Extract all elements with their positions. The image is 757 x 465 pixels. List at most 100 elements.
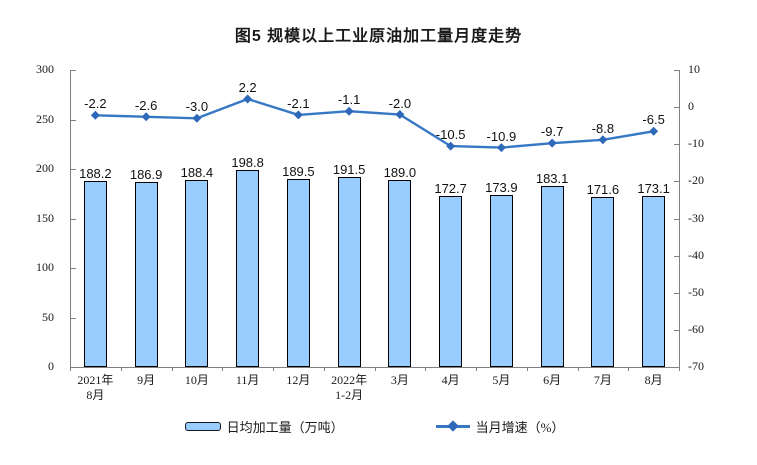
y-axis-left-label: 50 [42,309,54,324]
x-axis-label: 12月 [286,373,311,387]
line-swatch-icon [435,420,470,432]
bar-value-label: 188.4 [180,165,214,181]
y-axis-right-tick [674,181,680,183]
x-axis-tick [222,367,224,371]
bar-value-label: 173.1 [637,180,670,196]
y-axis-left-label: 200 [36,161,54,175]
line-point-label: -2.2 [84,96,107,112]
legend-bar-label: 日均加工量（万吨） [226,419,344,435]
bar-value-label: 188.2 [79,165,112,181]
x-axis-label: 9月 [137,373,156,387]
trend-line [95,97,654,149]
y-axis-right-label: -30 [688,210,704,225]
line-point-label: -1.1 [337,92,361,108]
x-axis-label: 5月 [492,373,511,387]
y-axis-right-label: -50 [688,284,704,299]
x-axis-tick [577,367,579,371]
y-axis-left-tick [70,317,76,319]
y-axis-right-tick [674,70,680,71]
bar-value-label: 171.6 [586,182,620,198]
y-axis-right-label: 10 [688,62,700,76]
x-axis-label: 4月 [441,373,460,387]
x-axis-label: 11月 [235,373,260,387]
diamond-marker-icon [293,110,303,120]
y-axis-left-tick [70,367,76,368]
diamond-marker-icon [344,106,354,116]
y-axis-right-tick [674,218,680,220]
line-point-label: 2.2 [238,79,257,95]
diamond-marker-icon [649,126,659,136]
bar [489,194,513,367]
y-axis-right-label: -40 [688,247,704,262]
x-axis-tick [374,367,376,371]
bar-value-label: 189.0 [383,164,417,180]
y-axis-left-tick [70,268,76,269]
bar-value-label: 183.1 [535,170,569,186]
bar [591,197,615,367]
x-axis-tick [70,367,71,371]
legend-line-label: 当月增速（%） [475,419,565,435]
line-point-label: -9.7 [540,124,564,140]
x-axis-tick [323,367,325,371]
bar [439,196,463,367]
line-point-label: -2.0 [388,95,412,111]
y-axis-right-tick [674,255,680,257]
bar-value-label: 173.9 [485,179,518,195]
y-axis-right-tick [674,107,680,109]
bar [286,179,310,367]
y-axis-left-tick [70,169,76,170]
y-axis-left-label: 0 [48,359,54,373]
bar [540,185,564,367]
diamond-marker-icon [446,420,459,432]
x-axis-label: 8月 [644,373,663,387]
diamond-marker-icon [90,110,100,120]
y-axis-left-label: 250 [36,111,54,126]
x-axis-tick [476,367,477,371]
bar [337,177,361,367]
x-axis-tick [273,367,274,371]
y-axis-right-label: -10 [688,136,704,151]
line-point-label: -3.0 [185,99,209,115]
x-axis-tick [425,367,427,371]
x-axis-label: 7月 [593,373,612,387]
bar-value-label: 186.9 [129,166,163,182]
bar-value-label: 191.5 [332,162,366,178]
line-point-label: -2.6 [134,97,158,113]
bar [185,180,209,367]
y-axis-left-tick [70,119,76,121]
x-axis-label: 2022年 1-2月 [331,373,368,402]
y-axis-right-tick [674,367,680,368]
diamond-marker-icon [598,135,608,145]
diamond-marker-icon [446,141,456,151]
diamond-marker-icon [547,138,557,148]
bar [134,181,158,367]
y-axis-left-label: 100 [36,260,54,274]
line-point-label: -10.9 [486,128,517,144]
y-axis-right-tick [674,292,680,294]
y-axis-left-tick [70,218,76,220]
y-axis-left-tick [70,70,76,71]
bar [83,180,107,367]
bar-value-label: 198.8 [231,155,264,171]
y-axis-left-label: 300 [36,62,54,76]
bar [236,170,260,367]
x-axis-tick [171,367,173,371]
x-axis-label: 3月 [390,373,409,387]
y-axis-right-label: -70 [688,359,704,373]
line-point-label: -10.5 [435,127,466,143]
bar-swatch-icon [184,421,221,431]
x-axis-label: 10月 [184,373,209,387]
x-axis-tick [679,367,680,371]
legend: 日均加工量（万吨） 当月增速（%） [70,414,679,438]
diamond-marker-icon [192,113,202,123]
bar [642,195,666,367]
y-axis-right-tick [674,144,680,146]
line-point-label: -8.8 [591,120,615,136]
legend-item-line: 当月增速（%） [435,417,565,436]
diamond-marker-icon [395,110,405,120]
diamond-marker-icon [496,143,506,153]
x-axis-tick [526,367,528,371]
line-point-label: -2.1 [287,95,310,111]
bar-value-label: 172.7 [434,181,467,197]
x-axis-tick [628,367,630,371]
